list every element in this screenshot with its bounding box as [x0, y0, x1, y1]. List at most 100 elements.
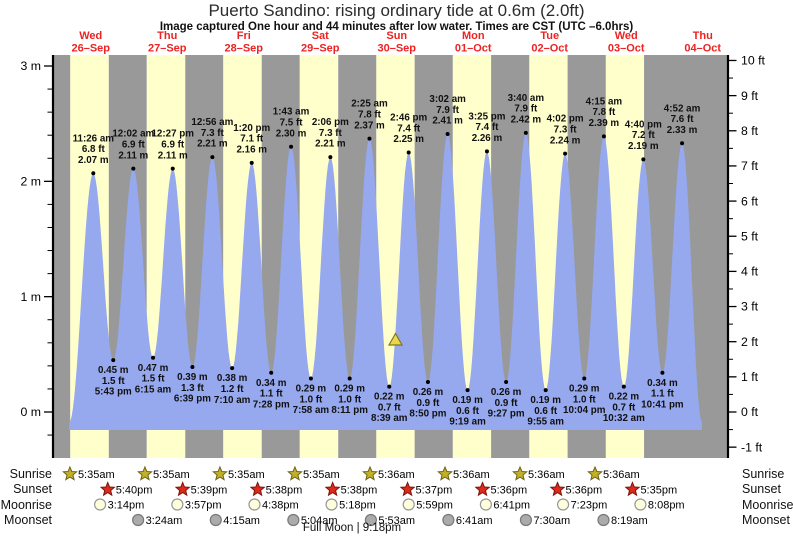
sunrise-icon: [212, 465, 228, 481]
high-tide-time: 1:20 pm: [233, 123, 270, 134]
tide-event-dot: [406, 150, 411, 155]
sunset-icon: [324, 481, 341, 497]
day-date-label: 27–Sep: [148, 43, 187, 55]
sunset-time: 5:36pm: [491, 485, 528, 497]
tide-event-dot: [289, 144, 294, 149]
sunrise-time: 5:35am: [78, 469, 115, 481]
tide-event-dot: [465, 388, 470, 393]
low-tide-metres: 0.34 m: [256, 378, 287, 389]
high-tide-time: 4:52 am: [664, 103, 701, 114]
day-date-label: 29–Sep: [301, 43, 340, 55]
moonrise-time: 3:57pm: [185, 500, 222, 512]
sunset-time: 5:36pm: [566, 485, 603, 497]
low-tide-feet: 0.7 ft: [378, 402, 402, 413]
tide-event-dot: [269, 370, 274, 375]
tide-event-dot: [328, 155, 333, 160]
day-name-label: Fri: [237, 30, 251, 42]
high-tide-time: 3:40 am: [508, 93, 545, 104]
high-tide-metres: 2.41 m: [432, 116, 463, 127]
tide-event-dot: [190, 365, 195, 370]
sunrise-icon: [287, 465, 303, 481]
moonset-row-label-left: Moonset: [4, 513, 52, 527]
tide-event-dot: [111, 358, 116, 363]
tide-event-dot: [91, 171, 96, 176]
moonset-icon: [442, 513, 455, 527]
low-tide-time: 7:28 pm: [253, 399, 290, 410]
right-axis-tick-label: 2 ft: [741, 335, 759, 349]
sunset-time: 5:35pm: [640, 485, 677, 497]
tide-event-dot: [601, 134, 606, 139]
low-tide-time: 9:19 am: [449, 417, 486, 428]
high-tide-metres: 2.11 m: [158, 150, 188, 161]
tide-area: [69, 132, 703, 430]
low-tide-time: 8:39 am: [371, 413, 408, 424]
high-tide-feet: 7.8 ft: [592, 107, 616, 118]
sunrise-icon: [137, 465, 153, 481]
high-tide-feet: 7.8 ft: [358, 109, 382, 120]
low-tide-metres: 0.22 m: [609, 392, 640, 403]
high-tide-time: 4:40 pm: [625, 119, 662, 130]
sunrise-row-label-right: Sunrise: [742, 466, 785, 481]
low-tide-time: 8:11 pm: [331, 405, 368, 416]
sunrise-time: 5:36am: [603, 469, 640, 481]
moonrise-time: 5:59pm: [416, 500, 453, 512]
high-tide-metres: 2.16 m: [236, 144, 267, 155]
tide-event-dot: [504, 380, 509, 385]
sunset-time: 5:40pm: [116, 485, 153, 497]
right-axis-tick-label: 8 ft: [741, 124, 759, 138]
moonrise-time: 7:23pm: [571, 500, 608, 512]
low-tide-time: 8:50 pm: [409, 409, 446, 420]
tide-event-dot: [680, 141, 685, 146]
sunrise-icon: [362, 465, 378, 481]
tide-event-dot: [347, 376, 352, 381]
sunrise-time: 5:36am: [378, 469, 415, 481]
moonset-icon: [597, 513, 610, 527]
moonrise-time: 4:38pm: [262, 500, 299, 512]
right-axis-tick-label: 10 ft: [741, 54, 766, 68]
axes: 0 m 1 m 2 m 3 m -1 ft 0 ft 1 ft 2 ft 3 ft 4 ft 5 f…: [21, 54, 766, 458]
moonrise-time: 6:41pm: [493, 500, 530, 512]
night-band: [53, 55, 71, 458]
sunset-row-label-right: Sunset: [742, 482, 781, 496]
tide-event-dot: [621, 384, 626, 389]
right-axis-tick-label: 3 ft: [741, 300, 759, 314]
sunrise-time: 5:36am: [453, 469, 490, 481]
low-tide-time: 6:15 am: [135, 384, 172, 395]
moonset-time: 3:24am: [146, 515, 183, 527]
high-tide-time: 4:02 pm: [547, 114, 584, 125]
day-name-label: Mon: [462, 30, 485, 42]
low-tide-feet: 0.9 ft: [417, 398, 441, 409]
right-axis-tick-label: 4 ft: [741, 265, 759, 279]
high-tide-time: 4:15 am: [586, 96, 623, 107]
high-tide-feet: 7.9 ft: [514, 104, 538, 115]
chart-subtitle: Image captured One hour and 44 minutes a…: [159, 21, 634, 33]
sun-moon-rows: 5:35am 5:35am 5:35am 5:35am 5:36am 5:36am 5:36…: [62, 465, 685, 527]
left-axis-tick-label: 3 m: [21, 59, 42, 73]
day-name-label: Tue: [540, 30, 559, 42]
high-tide-feet: 7.5 ft: [280, 118, 304, 129]
moonset-row-label-right: Moonset: [742, 513, 790, 527]
sunrise-icon: [587, 465, 603, 481]
low-tide-feet: 1.0 ft: [573, 394, 597, 405]
moonrise-icon: [248, 498, 261, 511]
sunset-time: 5:38pm: [341, 485, 378, 497]
low-tide-metres: 0.29 m: [569, 384, 600, 395]
tide-event-dot: [387, 384, 392, 389]
low-tide-time: 10:41 pm: [641, 399, 684, 410]
tide-event-dot: [249, 160, 254, 165]
low-tide-time: 9:55 am: [527, 417, 564, 428]
low-tide-metres: 0.29 m: [334, 384, 365, 395]
high-tide-feet: 7.3 ft: [201, 128, 225, 139]
sunset-icon: [174, 481, 191, 497]
low-tide-metres: 0.45 m: [98, 365, 129, 376]
tide-event-dot: [445, 132, 450, 137]
tide-event-dot: [131, 166, 136, 171]
low-tide-feet: 1.0 ft: [299, 394, 323, 405]
high-tide-time: 12:02 am: [112, 129, 154, 140]
sunrise-time: 5:35am: [303, 469, 340, 481]
low-tide-metres: 0.29 m: [296, 384, 327, 395]
moonrise-time: 3:14pm: [108, 500, 145, 512]
moonrise-icon: [171, 498, 184, 511]
